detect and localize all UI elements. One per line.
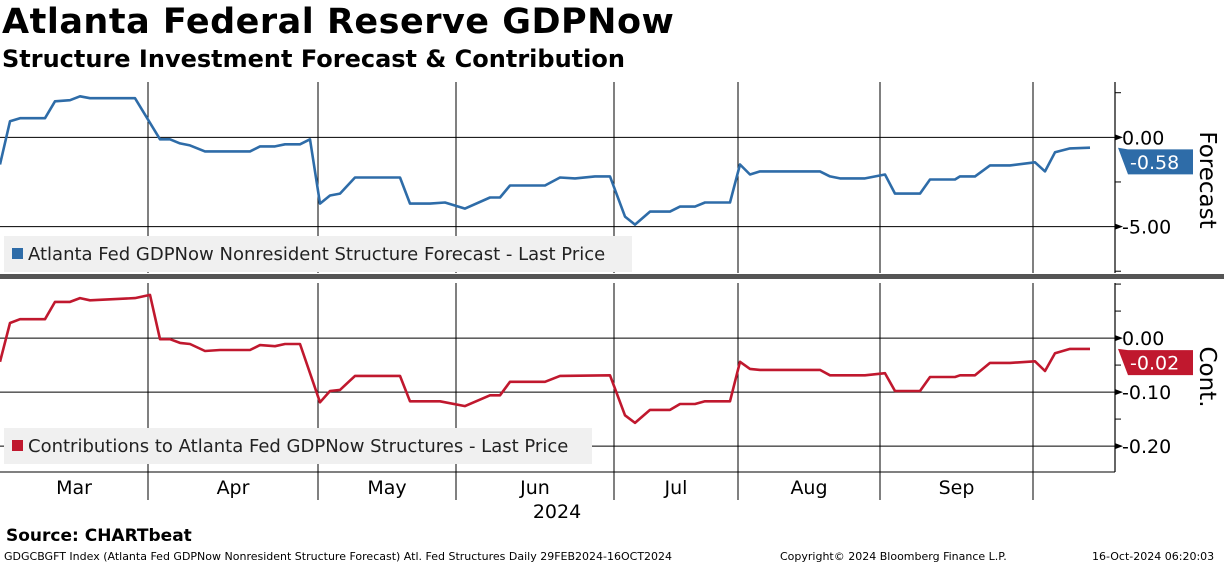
axis-title: Forecast	[1194, 131, 1220, 228]
x-month-label: Jun	[519, 477, 550, 499]
copyright: Copyright© 2024 Bloomberg Finance L.P.	[780, 550, 1007, 563]
panel-separator	[0, 274, 1224, 279]
y-tick-label: -0.20	[1122, 436, 1171, 458]
source-label: Source: CHARTbeat	[6, 526, 192, 546]
last-value-tag	[1118, 348, 1193, 376]
y-tick-label: 0.00	[1122, 127, 1164, 149]
x-month-label: May	[367, 477, 406, 499]
legend-swatch	[12, 248, 23, 259]
timestamp: 16-Oct-2024 06:20:03	[1092, 550, 1215, 563]
x-month-label: Aug	[790, 477, 827, 499]
last-value-tag	[1118, 147, 1193, 175]
x-month-label: Apr	[217, 477, 250, 499]
last-value-label: -0.02	[1130, 353, 1179, 375]
axis-title: Cont.	[1194, 346, 1220, 407]
y-tick-label: -5.00	[1122, 217, 1171, 239]
legend-box	[4, 428, 592, 464]
forecast-series-line	[0, 95, 1091, 226]
legend-swatch	[12, 440, 23, 451]
x-month-label: Jul	[664, 477, 688, 499]
chart-subtitle: Structure Investment Forecast & Contribu…	[2, 45, 625, 73]
x-month-label: Sep	[939, 477, 975, 499]
y-tick-label: -0.10	[1122, 382, 1171, 404]
x-year-label: 2024	[533, 501, 581, 523]
last-value-label: -0.58	[1130, 152, 1179, 174]
legend-box	[4, 236, 632, 272]
chart-title: Atlanta Federal Reserve GDPNow	[2, 2, 675, 42]
y-tick-label: 0.00	[1122, 328, 1164, 350]
legend-label: Contributions to Atlanta Fed GDPNow Stru…	[28, 436, 568, 457]
x-month-label: Mar	[56, 477, 92, 499]
contribution-series-line	[0, 293, 1090, 425]
series-description: GDGCBGFT Index (Atlanta Fed GDPNow Nonre…	[4, 550, 673, 563]
legend-label: Atlanta Fed GDPNow Nonresident Structure…	[28, 244, 605, 265]
